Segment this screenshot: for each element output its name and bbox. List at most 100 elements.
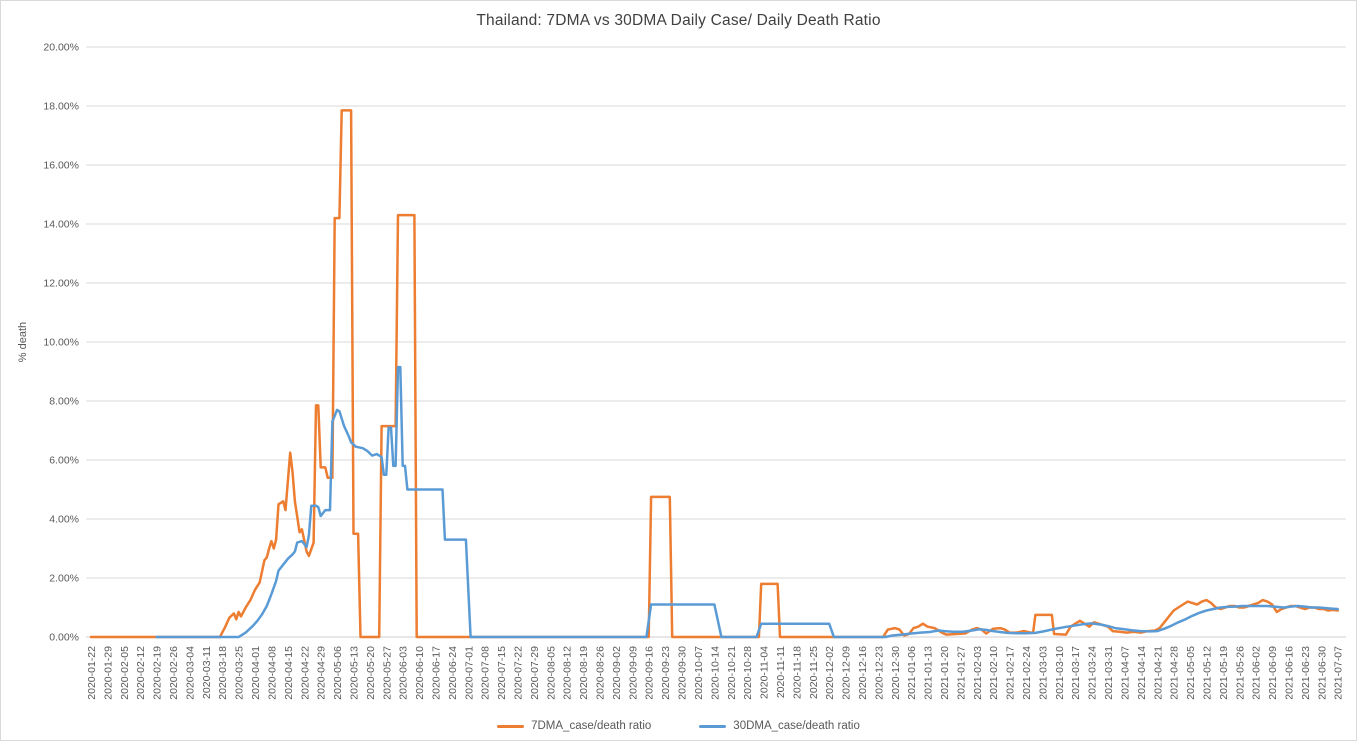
svg-text:2020-11-18: 2020-11-18: [791, 646, 803, 699]
svg-text:2020-07-29: 2020-07-29: [529, 646, 541, 700]
svg-text:2020-02-26: 2020-02-26: [168, 646, 180, 700]
svg-text:2021-02-17: 2021-02-17: [1005, 646, 1017, 700]
svg-text:6.00%: 6.00%: [49, 455, 79, 467]
svg-text:2020-01-22: 2020-01-22: [86, 646, 98, 700]
svg-text:2021-01-20: 2021-01-20: [939, 646, 951, 700]
legend-label-30dma: 30DMA_case/death ratio: [733, 720, 860, 732]
svg-text:14.00%: 14.00%: [43, 219, 79, 231]
svg-text:2021-04-07: 2021-04-07: [1119, 646, 1131, 700]
svg-text:2020-12-09: 2020-12-09: [841, 646, 853, 700]
svg-text:2021-03-31: 2021-03-31: [1103, 646, 1115, 700]
legend-marker-30dma-line-icon: [699, 724, 727, 728]
svg-text:2020-03-18: 2020-03-18: [217, 646, 229, 700]
svg-text:2021-03-17: 2021-03-17: [1070, 646, 1082, 700]
svg-text:2020-09-02: 2020-09-02: [611, 646, 623, 700]
svg-text:2021-05-12: 2021-05-12: [1201, 646, 1213, 700]
svg-text:2020-04-08: 2020-04-08: [266, 646, 278, 700]
legend-label-7dma: 7DMA_case/death ratio: [531, 720, 652, 732]
svg-text:2021-02-03: 2021-02-03: [972, 646, 984, 700]
svg-text:2020-06-10: 2020-06-10: [414, 646, 426, 700]
svg-text:2020-06-17: 2020-06-17: [430, 646, 442, 700]
svg-text:2020-04-22: 2020-04-22: [299, 646, 311, 700]
svg-text:2021-06-30: 2021-06-30: [1316, 646, 1328, 700]
svg-text:2020-05-13: 2020-05-13: [348, 646, 360, 700]
chart-title: Thailand: 7DMA vs 30DMA Daily Case/ Dail…: [476, 12, 881, 29]
svg-text:2020-11-04: 2020-11-04: [759, 646, 771, 699]
svg-text:10.00%: 10.00%: [43, 337, 79, 349]
svg-text:2020-04-29: 2020-04-29: [316, 646, 328, 700]
svg-text:2020-08-05: 2020-08-05: [545, 646, 557, 700]
svg-text:2020-02-05: 2020-02-05: [119, 646, 131, 700]
svg-text:2020-11-25: 2020-11-25: [808, 646, 820, 699]
svg-text:2020-05-27: 2020-05-27: [381, 646, 393, 700]
svg-text:2021-06-09: 2021-06-09: [1267, 646, 1279, 700]
svg-text:2.00%: 2.00%: [49, 573, 79, 585]
svg-text:2021-04-14: 2021-04-14: [1136, 646, 1148, 700]
svg-text:2021-02-24: 2021-02-24: [1021, 646, 1033, 700]
svg-text:2020-09-30: 2020-09-30: [677, 646, 689, 700]
svg-text:2020-11-11: 2020-11-11: [775, 646, 787, 698]
legend-marker-7dma-line-icon: [497, 724, 525, 728]
svg-text:2020-03-25: 2020-03-25: [234, 646, 246, 700]
svg-text:12.00%: 12.00%: [43, 278, 79, 290]
svg-text:2021-07-07: 2021-07-07: [1333, 646, 1345, 700]
svg-text:2021-01-13: 2021-01-13: [923, 646, 935, 700]
svg-text:2020-08-26: 2020-08-26: [595, 646, 607, 700]
svg-text:2021-06-02: 2021-06-02: [1251, 646, 1263, 700]
svg-text:2020-06-03: 2020-06-03: [398, 646, 410, 700]
svg-text:18.00%: 18.00%: [43, 101, 79, 113]
svg-text:2020-10-21: 2020-10-21: [726, 646, 738, 700]
svg-text:4.00%: 4.00%: [49, 514, 79, 526]
svg-text:2021-02-10: 2021-02-10: [988, 646, 1000, 700]
svg-text:20.00%: 20.00%: [43, 42, 79, 54]
svg-text:2020-07-08: 2020-07-08: [480, 646, 492, 700]
svg-text:2020-01-29: 2020-01-29: [102, 646, 114, 700]
svg-text:2021-04-21: 2021-04-21: [1152, 646, 1164, 700]
y-axis-tick-labels: 0.00% 2.00% 4.00% 6.00% 8.00% 10.00% 12.00% 14.…: [43, 42, 79, 644]
svg-text:2021-04-28: 2021-04-28: [1169, 646, 1181, 700]
svg-text:2020-04-01: 2020-04-01: [250, 646, 262, 700]
svg-text:2020-09-23: 2020-09-23: [660, 646, 672, 700]
svg-text:0.00%: 0.00%: [49, 632, 79, 644]
svg-text:2020-12-02: 2020-12-02: [824, 646, 836, 700]
svg-text:2020-07-22: 2020-07-22: [513, 646, 525, 700]
svg-text:2020-09-09: 2020-09-09: [627, 646, 639, 700]
svg-text:2020-08-12: 2020-08-12: [562, 646, 574, 700]
svg-text:8.00%: 8.00%: [49, 396, 79, 408]
svg-text:2020-06-24: 2020-06-24: [447, 646, 459, 700]
svg-text:2020-12-30: 2020-12-30: [890, 646, 902, 700]
svg-text:2020-09-16: 2020-09-16: [644, 646, 656, 700]
x-axis-tick-labels: 2020-01-22 2020-01-29 2020-02-05 2020-02-12…: [86, 646, 1345, 700]
svg-text:16.00%: 16.00%: [43, 160, 79, 172]
svg-text:2020-10-28: 2020-10-28: [742, 646, 754, 700]
svg-text:2020-02-19: 2020-02-19: [152, 646, 164, 700]
svg-text:2021-01-06: 2021-01-06: [906, 646, 918, 700]
y-axis-title: % death: [17, 322, 29, 362]
svg-text:2020-05-20: 2020-05-20: [365, 646, 377, 700]
svg-text:2021-06-16: 2021-06-16: [1283, 646, 1295, 700]
svg-text:2021-05-05: 2021-05-05: [1185, 646, 1197, 700]
svg-text:2021-03-03: 2021-03-03: [1037, 646, 1049, 700]
svg-text:2021-05-26: 2021-05-26: [1234, 646, 1246, 700]
legend-item-7dma[interactable]: 7DMA_case/death ratio: [497, 720, 651, 732]
svg-text:2021-01-27: 2021-01-27: [955, 646, 967, 700]
legend: 7DMA_case/death ratio 30DMA_case/death r…: [1, 720, 1356, 732]
svg-text:2020-07-15: 2020-07-15: [496, 646, 508, 700]
svg-text:2020-05-06: 2020-05-06: [332, 646, 344, 700]
svg-text:2020-08-19: 2020-08-19: [578, 646, 590, 700]
series-lines: [89, 109, 1339, 639]
svg-text:2020-07-01: 2020-07-01: [463, 646, 475, 700]
legend-item-30dma[interactable]: 30DMA_case/death ratio: [699, 720, 860, 732]
svg-text:2021-03-10: 2021-03-10: [1054, 646, 1066, 700]
svg-text:2020-03-04: 2020-03-04: [184, 646, 196, 700]
svg-text:2020-02-12: 2020-02-12: [135, 646, 147, 700]
svg-text:2020-03-11: 2020-03-11: [201, 646, 213, 699]
svg-text:2020-04-15: 2020-04-15: [283, 646, 295, 700]
svg-text:2021-06-23: 2021-06-23: [1300, 646, 1312, 700]
svg-text:2020-12-23: 2020-12-23: [873, 646, 885, 700]
svg-text:2020-12-16: 2020-12-16: [857, 646, 869, 700]
svg-text:2020-10-14: 2020-10-14: [709, 646, 721, 700]
svg-text:2021-03-24: 2021-03-24: [1087, 646, 1099, 700]
